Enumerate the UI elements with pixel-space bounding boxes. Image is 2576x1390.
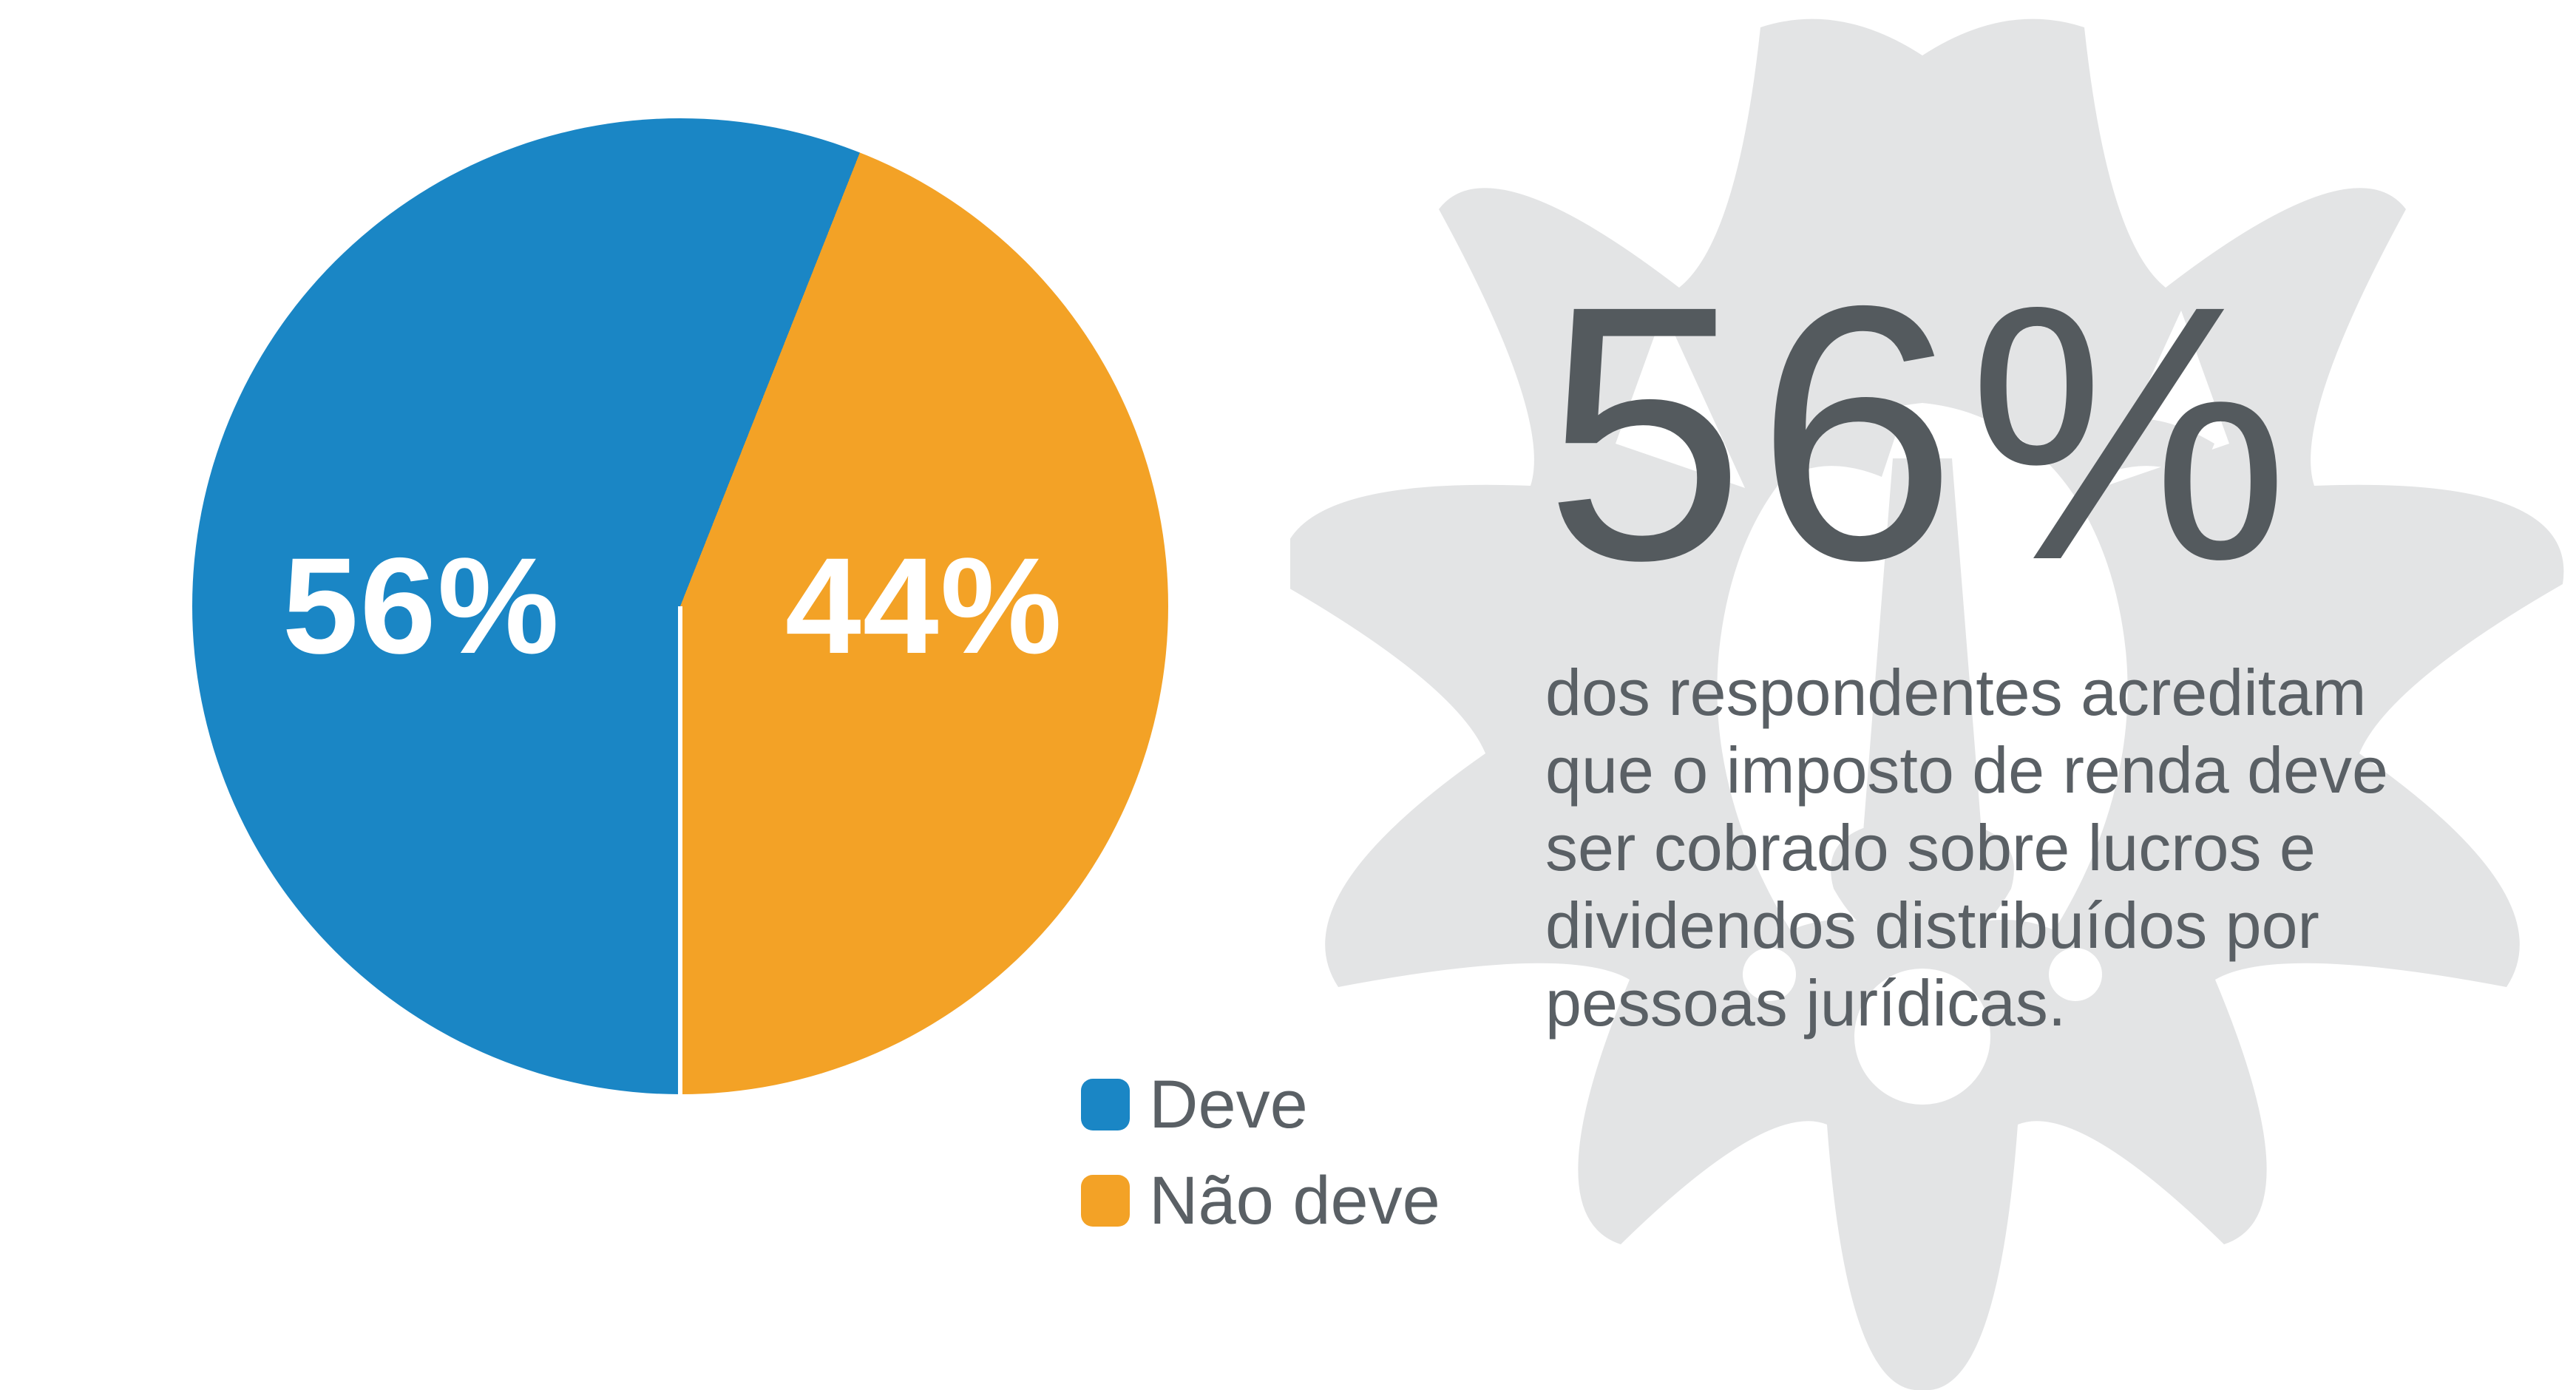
lion-head-icon: [1290, 18, 2564, 1390]
legend-swatch-nao-deve-icon: [1081, 1175, 1130, 1227]
lion-nostril-right: [2049, 948, 2102, 1001]
pie-slice-divider: [678, 606, 682, 1094]
legend-item-nao-deve: Não deve: [1081, 1167, 1440, 1235]
pie-label-nao-deve: 44%: [784, 530, 1064, 682]
legend-label-nao-deve: Não deve: [1149, 1163, 1440, 1238]
lion-brow-right: [2081, 418, 2214, 482]
lion-nostril-left: [1743, 948, 1796, 1001]
lion-nose-bridge: [1863, 458, 1982, 832]
legend-swatch-deve-icon: [1081, 1079, 1130, 1130]
legend-label-deve: Deve: [1149, 1067, 1308, 1142]
legend-item-deve: Deve: [1081, 1071, 1440, 1139]
lion-nose: [1831, 828, 2014, 955]
lion-brow-left: [1763, 418, 1897, 482]
pie-label-deve: 56%: [282, 530, 561, 682]
callout-paragraph: dos respondentes acreditam que o imposto…: [1545, 656, 2388, 1040]
callout-headline: 56%: [1544, 230, 2300, 635]
lion-ear-notch-left: [1616, 311, 1745, 488]
legend: Deve Não deve: [1081, 1071, 1440, 1235]
lion-mouth: [1854, 969, 1990, 1105]
